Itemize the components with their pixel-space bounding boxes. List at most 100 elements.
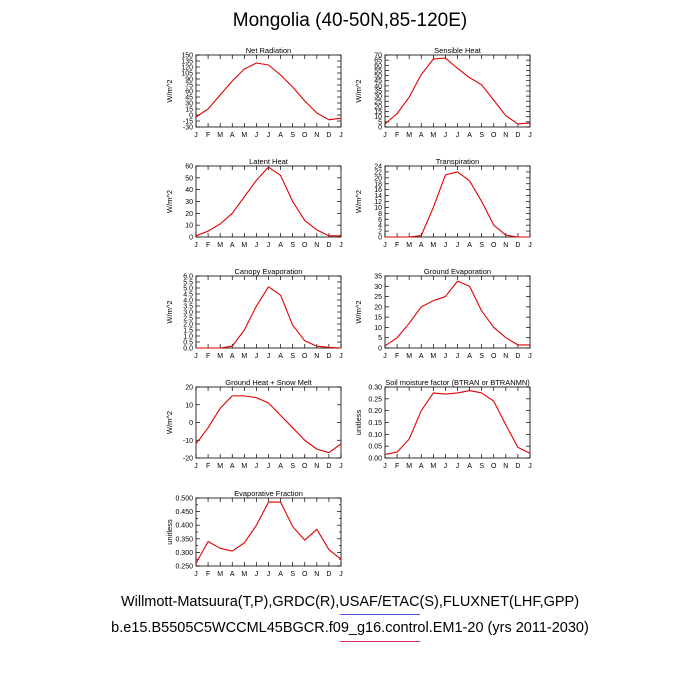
y-tick-label: 5 — [378, 119, 382, 126]
x-tick-label: J — [528, 353, 532, 360]
y-tick-label: 10 — [374, 114, 382, 121]
x-tick-label: S — [479, 132, 484, 139]
y-tick-label: 5.5 — [183, 280, 193, 287]
y-tick-label: 0.15 — [368, 420, 382, 427]
x-tick-label: J — [267, 463, 271, 470]
x-tick-label: A — [278, 463, 283, 470]
y-tick-label: 5.0 — [183, 286, 193, 293]
y-tick-label: 0.450 — [175, 509, 193, 516]
x-tick-label: J — [383, 242, 387, 249]
x-tick-label: F — [206, 242, 210, 249]
y-tick-label: 3.5 — [183, 304, 193, 311]
y-tick-label: 0 — [378, 346, 382, 353]
x-tick-label: J — [194, 242, 198, 249]
x-tick-label: J — [194, 571, 198, 578]
x-tick-label: J — [444, 353, 448, 360]
chart-panel-4: TranspirationW/m^2024681012141618202224J… — [354, 157, 532, 249]
y-tick-label: 30 — [374, 94, 382, 101]
chart-panel-5: Canopy Evaporation W/m^2 0.00.51.01.52.02.… — [165, 267, 343, 360]
x-tick-label: O — [491, 242, 497, 249]
x-tick-label: M — [430, 242, 436, 249]
series-line — [384, 280, 530, 347]
x-tick-label: O — [491, 132, 497, 139]
footer-case-name: b.e15.B5505C5WCCML45BGCR.f09_g16.control… — [111, 620, 589, 636]
x-tick-label: M — [241, 571, 247, 578]
y-tick-label: 0.500 — [175, 496, 193, 503]
panel-title: Sensible Heat — [434, 46, 482, 55]
x-tick-label: O — [302, 132, 308, 139]
x-tick-label: S — [479, 242, 484, 249]
x-tick-label: F — [395, 132, 399, 139]
y-tick-label: 14 — [374, 193, 382, 200]
y-axis-label: W/m^2 — [165, 190, 174, 213]
y-tick-label: 0.300 — [175, 550, 193, 557]
x-tick-label: M — [217, 571, 223, 578]
x-tick-label: J — [339, 242, 343, 249]
panel-title: Ground Evaporation — [424, 267, 491, 276]
x-tick-label: A — [278, 132, 283, 139]
x-tick-label: A — [278, 242, 283, 249]
x-tick-label: J — [444, 463, 448, 470]
x-tick-label: J — [255, 463, 259, 470]
x-tick-label: O — [491, 353, 497, 360]
x-tick-label: N — [314, 463, 319, 470]
y-tick-label: 0.5 — [183, 340, 193, 347]
y-tick-label: 2 — [378, 229, 382, 236]
x-tick-label: F — [206, 353, 210, 360]
series-line — [195, 501, 342, 564]
y-tick-label: 30 — [185, 199, 193, 206]
x-tick-label: A — [419, 242, 424, 249]
x-tick-label: N — [314, 132, 319, 139]
x-tick-label: D — [515, 463, 520, 470]
y-tick-label: 60 — [374, 63, 382, 70]
x-tick-label: M — [241, 353, 247, 360]
x-tick-label: O — [302, 353, 308, 360]
y-tick-label: 65 — [374, 58, 382, 65]
y-tick-label: 45 — [374, 78, 382, 85]
y-tick-label: 25 — [374, 99, 382, 106]
y-tick-label: 1.5 — [183, 328, 193, 335]
y-tick-label: 0.05 — [368, 444, 382, 451]
y-tick-label: 18 — [374, 181, 382, 188]
y-tick-label: 20 — [185, 211, 193, 218]
plot-frame — [195, 54, 342, 128]
x-tick-label: J — [528, 463, 532, 470]
y-tick-label: 35 — [374, 274, 382, 281]
plot-frame — [195, 497, 342, 567]
panel-title: Transpiration — [436, 157, 480, 166]
y-axis-label: W/m^2 — [354, 190, 363, 213]
x-tick-label: A — [230, 242, 235, 249]
x-tick-label: M — [217, 353, 223, 360]
y-tick-label: 50 — [185, 175, 193, 182]
x-tick-label: M — [406, 132, 412, 139]
y-tick-label: 0 — [189, 113, 193, 120]
x-tick-label: M — [241, 463, 247, 470]
x-tick-label: F — [206, 571, 210, 578]
y-tick-label: 22 — [374, 169, 382, 176]
x-tick-label: O — [302, 463, 308, 470]
y-tick-label: 24 — [374, 164, 382, 171]
y-tick-label: 0.400 — [175, 523, 193, 530]
x-tick-label: J — [456, 353, 460, 360]
y-tick-label: 150 — [181, 53, 193, 60]
x-tick-label: A — [467, 353, 472, 360]
y-axis-label: unitless — [165, 519, 174, 545]
panel-title: Evaporative Fraction — [234, 489, 303, 498]
series-line — [195, 395, 342, 454]
x-tick-label: N — [503, 242, 508, 249]
x-tick-label: J — [267, 132, 271, 139]
x-tick-label: N — [314, 242, 319, 249]
plot-frame — [384, 165, 531, 238]
y-tick-label: 60 — [185, 164, 193, 171]
x-tick-label: A — [230, 353, 235, 360]
main-title: Mongolia (40-50N,85-120E) — [232, 10, 468, 31]
y-tick-label: -10 — [183, 438, 193, 445]
y-axis-label: unitless — [354, 410, 363, 436]
x-tick-label: N — [503, 353, 508, 360]
y-tick-label: 0.30 — [368, 385, 382, 392]
x-tick-label: S — [290, 353, 295, 360]
y-tick-label: 40 — [374, 83, 382, 90]
y-tick-label: 12 — [374, 199, 382, 206]
y-tick-label: 70 — [374, 53, 382, 60]
x-tick-label: J — [444, 132, 448, 139]
